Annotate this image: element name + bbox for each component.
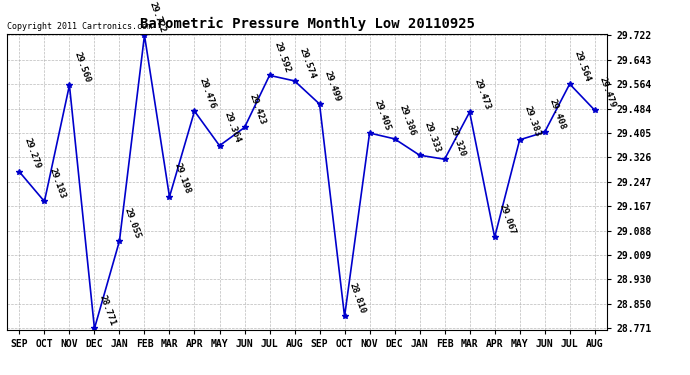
Text: 29.383: 29.383 — [522, 105, 542, 138]
Text: 29.279: 29.279 — [22, 137, 41, 171]
Text: 29.405: 29.405 — [373, 98, 392, 132]
Text: 29.479: 29.479 — [598, 75, 617, 109]
Text: 29.560: 29.560 — [72, 51, 92, 84]
Text: 29.564: 29.564 — [573, 49, 592, 82]
Text: 29.198: 29.198 — [172, 162, 192, 195]
Text: 29.473: 29.473 — [473, 77, 492, 111]
Text: 29.574: 29.574 — [297, 46, 317, 80]
Text: 28.810: 28.810 — [347, 282, 367, 315]
Text: 29.423: 29.423 — [247, 93, 267, 126]
Text: 29.067: 29.067 — [497, 202, 517, 236]
Text: 29.722: 29.722 — [147, 0, 167, 34]
Text: 29.592: 29.592 — [273, 40, 292, 74]
Text: 29.183: 29.183 — [47, 166, 67, 200]
Text: 29.386: 29.386 — [397, 104, 417, 138]
Text: 29.320: 29.320 — [447, 124, 467, 158]
Text: 29.055: 29.055 — [122, 206, 141, 240]
Text: 29.408: 29.408 — [547, 98, 567, 131]
Text: 29.333: 29.333 — [422, 120, 442, 154]
Text: Copyright 2011 Cartronics.com: Copyright 2011 Cartronics.com — [7, 22, 152, 31]
Text: 29.364: 29.364 — [222, 111, 242, 144]
Text: 29.476: 29.476 — [197, 76, 217, 110]
Text: 29.499: 29.499 — [322, 69, 342, 103]
Text: 28.771: 28.771 — [97, 294, 117, 327]
Title: Barometric Pressure Monthly Low 20110925: Barometric Pressure Monthly Low 20110925 — [139, 17, 475, 31]
